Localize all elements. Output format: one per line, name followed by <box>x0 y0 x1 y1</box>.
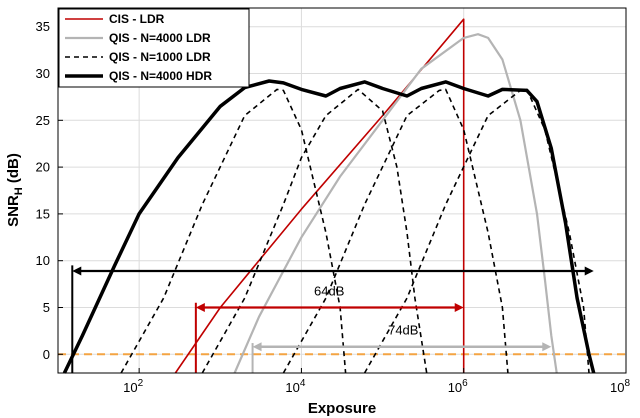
y-axis-title: SNRH (dB) <box>5 153 25 227</box>
y-tick-label-6: 30 <box>36 66 50 81</box>
series-1-line-0 <box>233 33 558 374</box>
arrow-1-head-right <box>454 302 464 312</box>
y-tick-label-5: 25 <box>36 113 50 128</box>
arrow-2-head-left <box>252 342 262 352</box>
x-tick-base-2: 10 <box>448 380 462 395</box>
x-tick-base-3: 10 <box>610 380 624 395</box>
y-axis-title-sub: H <box>13 187 25 195</box>
x-tick-base-0: 10 <box>123 380 137 395</box>
legend-label-0: CIS - LDR <box>109 12 165 26</box>
x-tick-exp-2: 6 <box>462 378 468 389</box>
x-tick-exp-1: 4 <box>300 378 306 389</box>
series-2-line-2 <box>282 88 509 374</box>
y-tick-label-4: 20 <box>36 160 50 175</box>
y-tick-label-2: 10 <box>36 253 50 268</box>
x-tick-exp-3: 8 <box>624 378 630 389</box>
series-2-line-3 <box>363 88 590 374</box>
y-tick-label-0: 0 <box>43 347 50 362</box>
y-tick-label-7: 35 <box>36 19 50 34</box>
legend-label-3: QIS - N=4000 HDR <box>109 69 212 83</box>
legend-label-1: QIS - N=4000 LDR <box>109 31 211 45</box>
annotation-layer: 127 dB64dB74dB <box>71 265 594 373</box>
legend-box <box>58 8 250 88</box>
x-tick-base-1: 10 <box>285 380 299 395</box>
arrow-2-head-right <box>542 342 552 352</box>
series-0-line-0 <box>174 18 465 374</box>
series-3-line-0 <box>62 79 596 374</box>
arrow-0-head-left <box>72 266 82 276</box>
x-axis-title: Exposure <box>308 400 376 417</box>
plot-frame <box>57 7 627 374</box>
y-tick-label-3: 15 <box>36 206 50 221</box>
x-tick-exp-0: 2 <box>138 378 144 389</box>
arrow-1-label: 64dB <box>314 283 344 298</box>
x-tick-label-1: 104 <box>285 378 305 395</box>
series-2-line-0 <box>201 88 428 374</box>
y-axis-title-unit: (dB) <box>5 153 22 187</box>
x-tick-label-2: 106 <box>448 378 468 395</box>
legend-label-2: QIS - N=1000 LDR <box>109 50 211 64</box>
x-tick-label-0: 102 <box>123 378 143 395</box>
series-layer <box>58 18 626 374</box>
y-axis-title-main: SNR <box>5 195 22 227</box>
series-2-line-1 <box>120 88 347 374</box>
arrow-0-head-right <box>584 266 594 276</box>
arrow-2-label: 74dB <box>388 323 418 338</box>
x-tick-label-3: 108 <box>610 378 630 395</box>
arrow-1-head-left <box>195 302 205 312</box>
legend: CIS - LDR QIS - N=4000 LDR QIS - N=1000 LD… <box>58 8 250 88</box>
y-tick-label-1: 5 <box>43 300 50 315</box>
